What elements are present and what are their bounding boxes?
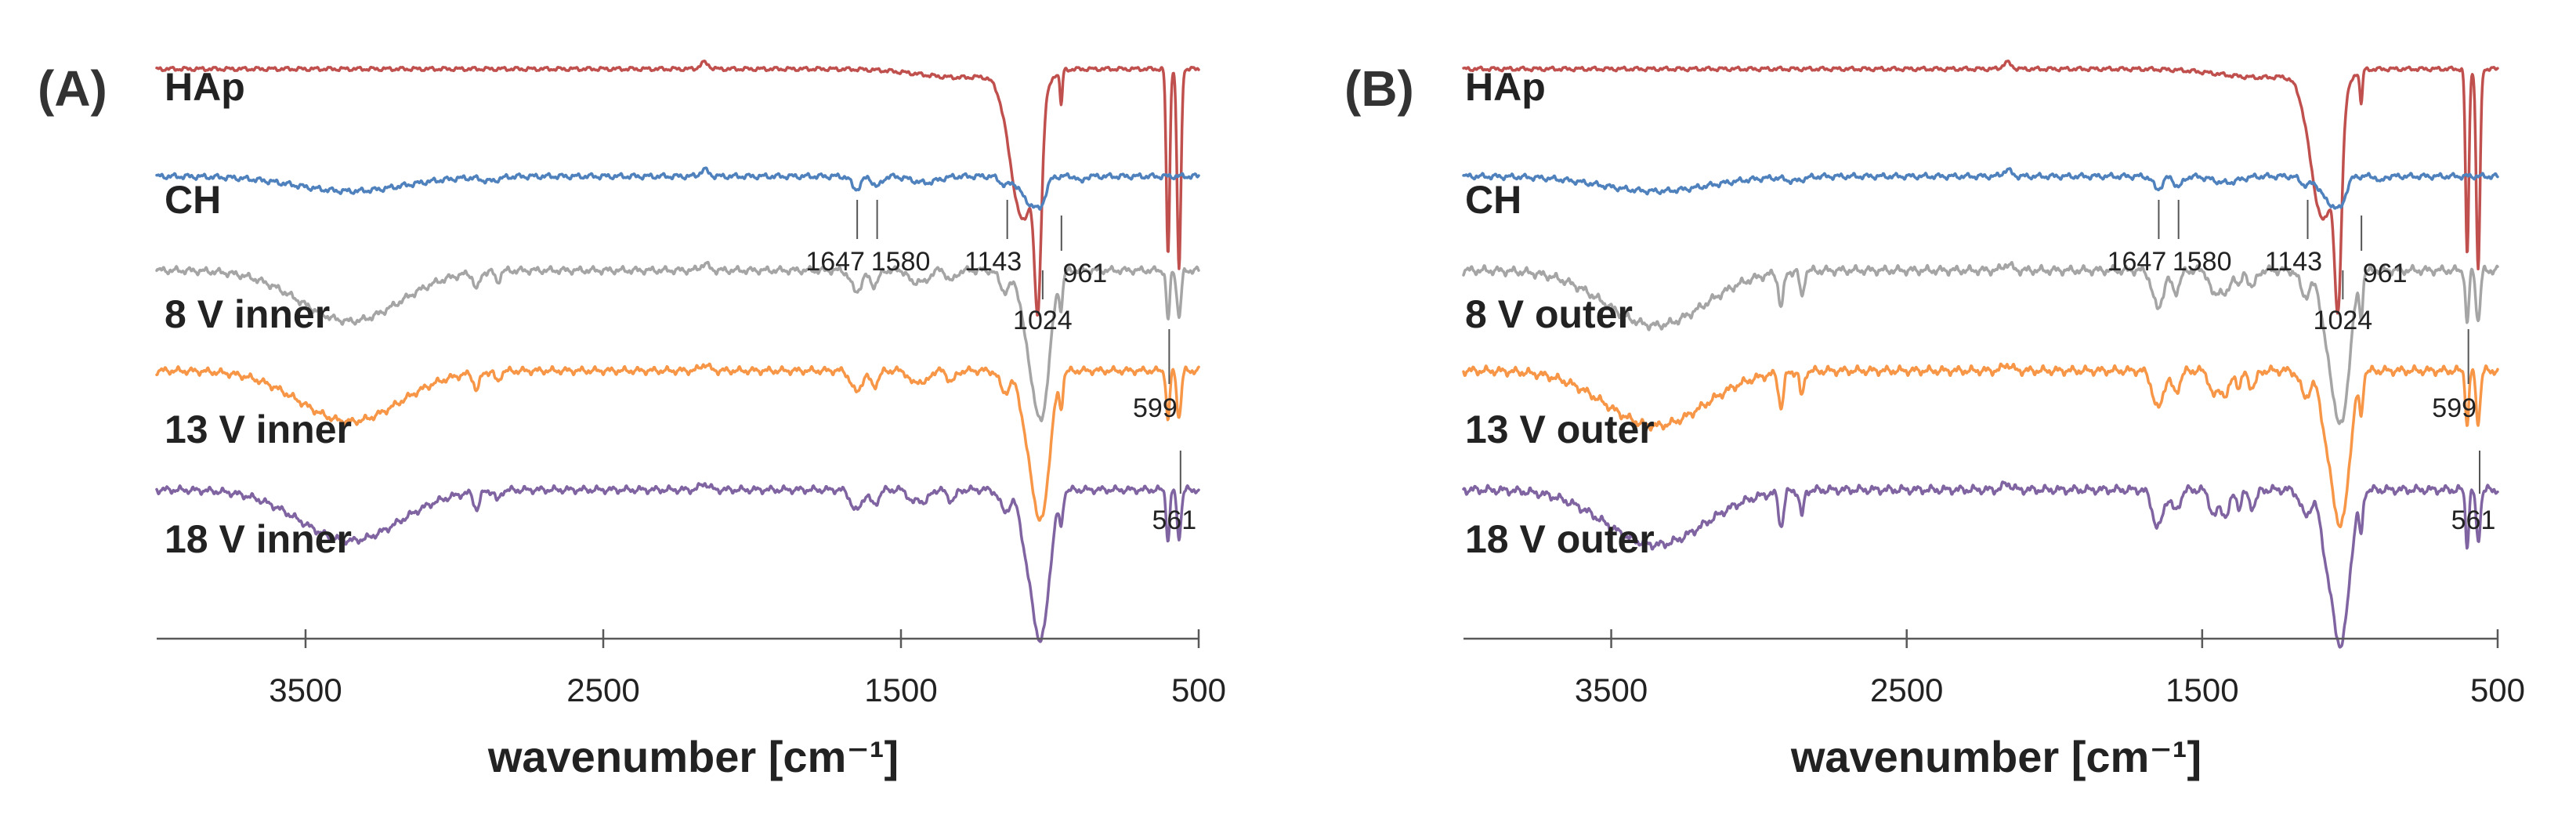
peak-label: 561 xyxy=(1152,505,1196,535)
spectrum-line-5 xyxy=(155,482,1200,643)
x-tick-label: 500 xyxy=(2470,672,2525,708)
peak-label: 961 xyxy=(1062,259,1107,288)
peak-label: 1647 xyxy=(2107,247,2167,277)
series-label: 13 V outer xyxy=(1465,408,1655,451)
peak-label: 1580 xyxy=(871,247,931,277)
panel-a: (A) HAp CH 8 V inner 13 V inner 18 V inner 164… xyxy=(38,60,1226,781)
peak-label: 561 xyxy=(2451,505,2496,535)
x-tick-label: 3500 xyxy=(269,672,342,708)
series-label: CH xyxy=(165,178,221,222)
series-label: 18 V inner xyxy=(165,517,352,561)
series-label: HAp xyxy=(165,65,245,109)
spectrum-line-1 xyxy=(1462,60,2499,315)
x-axis-title: wavenumber [cm⁻¹] xyxy=(487,732,899,781)
series-label: 8 V outer xyxy=(1465,292,1633,336)
x-tick-label: 3500 xyxy=(1575,672,1648,708)
spectrum-line-4 xyxy=(1462,362,2499,529)
spectrum-line-5 xyxy=(1462,480,2499,649)
series-label: 8 V inner xyxy=(165,292,330,336)
spectrum-line-2 xyxy=(155,166,1200,211)
series-label: 13 V inner xyxy=(165,408,352,451)
spectrum-line-4 xyxy=(155,362,1200,522)
panel-label: (A) xyxy=(38,60,107,117)
series-label: 18 V outer xyxy=(1465,517,1655,561)
peak-label: 599 xyxy=(2432,393,2477,423)
peak-label: 1024 xyxy=(2314,306,2373,335)
peak-label: 1143 xyxy=(2265,247,2322,277)
peak-label: 961 xyxy=(2363,259,2408,288)
spectrum-line-2 xyxy=(1462,167,2499,210)
x-tick-label: 1500 xyxy=(864,672,937,708)
panel-label: (B) xyxy=(1344,60,1414,117)
peak-label: 1024 xyxy=(1013,306,1073,335)
spectrum-line-3 xyxy=(155,260,1200,422)
peak-label: 1143 xyxy=(964,247,1022,277)
spectrum-line-3 xyxy=(1462,261,2499,426)
x-tick-label: 2500 xyxy=(1870,672,1943,708)
series-label: CH xyxy=(1465,178,1521,222)
x-tick-label: 500 xyxy=(1171,672,1226,708)
peak-label: 599 xyxy=(1133,393,1178,423)
peak-label: 1647 xyxy=(805,247,865,277)
spectrum-line-1 xyxy=(155,60,1200,317)
x-tick-label: 1500 xyxy=(2165,672,2238,708)
x-axis-title: wavenumber [cm⁻¹] xyxy=(1790,732,2202,781)
x-tick-label: 2500 xyxy=(566,672,639,708)
panel-b: (B) HAp CH 8 V outer 13 V outer 18 V outer 164… xyxy=(1344,60,2525,781)
peak-label: 1580 xyxy=(2173,247,2232,277)
series-label: HAp xyxy=(1465,65,1546,109)
